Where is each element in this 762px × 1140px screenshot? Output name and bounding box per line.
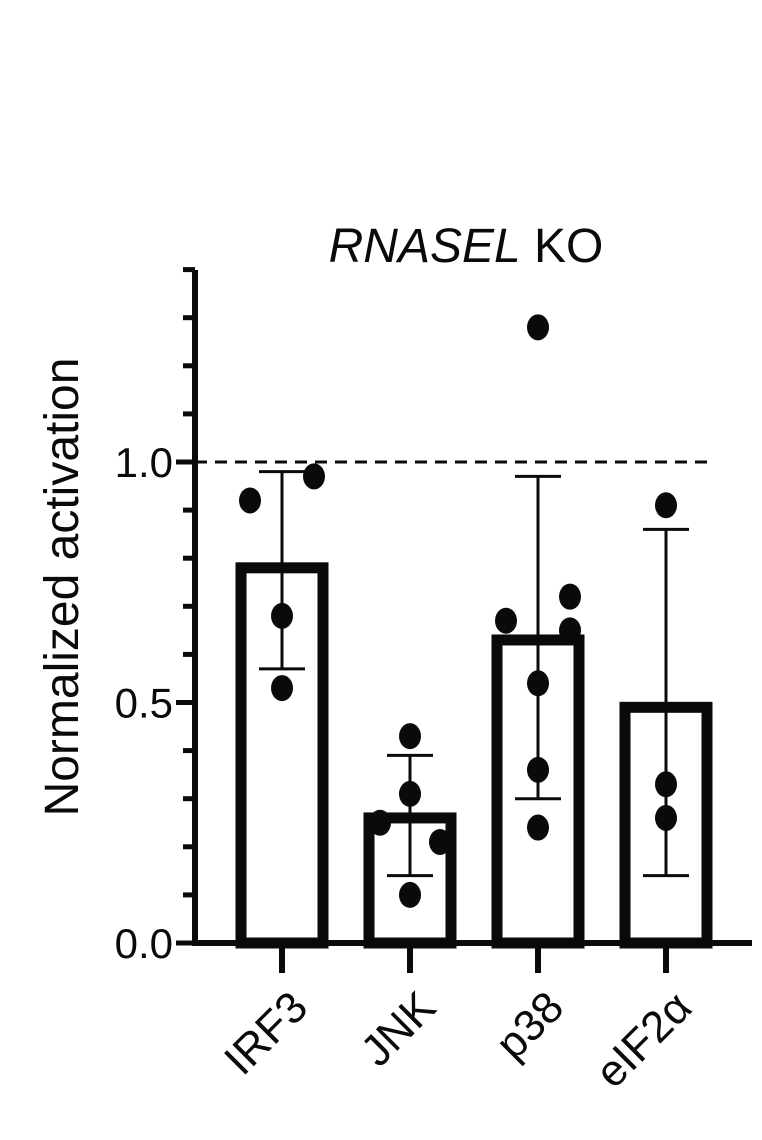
y-axis-label: Normalized activation bbox=[36, 358, 89, 817]
data-point bbox=[271, 675, 293, 702]
data-point bbox=[399, 723, 421, 750]
data-point bbox=[559, 617, 581, 644]
y-tick-label: 0.5 bbox=[115, 680, 173, 727]
data-point bbox=[399, 780, 421, 807]
data-point bbox=[527, 670, 549, 697]
x-tick-label: p38 bbox=[487, 982, 574, 1069]
chart-title-rest: KO bbox=[521, 220, 604, 273]
data-point bbox=[495, 607, 517, 634]
y-tick-label: 1.0 bbox=[115, 439, 173, 486]
x-tick-label: JNK bbox=[352, 982, 445, 1075]
data-point bbox=[655, 492, 677, 519]
data-point bbox=[527, 314, 549, 341]
data-point bbox=[399, 881, 421, 908]
x-tick-label: IRF3 bbox=[215, 982, 317, 1084]
x-tick-label: eIF2α bbox=[586, 982, 701, 1097]
y-tick-label: 0.0 bbox=[115, 920, 173, 967]
data-point bbox=[239, 487, 261, 514]
data-point bbox=[527, 814, 549, 841]
data-point bbox=[527, 756, 549, 783]
data-point bbox=[655, 804, 677, 831]
data-point bbox=[271, 602, 293, 629]
data-point bbox=[369, 809, 391, 836]
data-point bbox=[655, 771, 677, 798]
data-point bbox=[559, 583, 581, 610]
data-point bbox=[429, 828, 451, 855]
data-point bbox=[303, 463, 325, 490]
chart-title-italic: RNASEL bbox=[329, 220, 521, 273]
plot-area: 0.0 0.5 1.0 IRF3 JNK p38 eIF2α bbox=[115, 267, 752, 1097]
chart-title: RNASEL KO bbox=[329, 220, 604, 273]
